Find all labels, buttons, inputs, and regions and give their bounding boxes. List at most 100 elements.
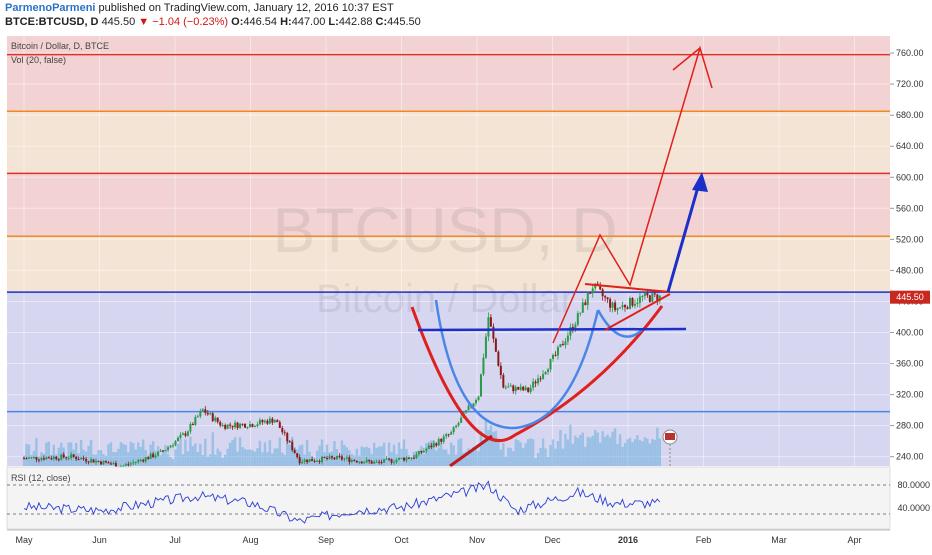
volume-bar — [521, 448, 525, 466]
volume-bar — [320, 439, 324, 466]
candle-body — [529, 387, 532, 392]
candle-body — [626, 307, 629, 309]
x-tick-label: Dec — [544, 535, 561, 545]
x-tick-label: Jul — [169, 535, 181, 545]
volume-bar — [529, 438, 532, 466]
symbol-label[interactable]: BTCE:BTCUSD, D — [5, 16, 99, 28]
candle-body — [442, 436, 445, 442]
volume-bar — [310, 456, 314, 466]
candle-body — [566, 335, 569, 342]
y-tick-label: 720.00 — [896, 79, 924, 89]
candle-body — [631, 298, 634, 306]
candle-body — [599, 286, 602, 290]
candle-body — [619, 307, 622, 309]
x-tick-label: Nov — [469, 535, 486, 545]
neckline[interactable] — [417, 327, 687, 332]
candle-body — [502, 375, 505, 388]
candle-body — [169, 445, 172, 448]
candle-body — [440, 438, 443, 442]
candle-body — [395, 459, 398, 463]
volume-bar — [236, 451, 239, 466]
candle-body — [559, 344, 562, 348]
volume-bar — [263, 442, 267, 466]
candle-body — [194, 417, 197, 425]
rsi-legend: RSI (12, close) — [11, 473, 71, 483]
projection-arrow-head[interactable] — [672, 47, 701, 71]
candle-body — [407, 457, 410, 459]
time-axis[interactable]: May Jun Jul Aug Sep Oct Nov Dec 2016 Feb Mar Apr — [15, 535, 861, 545]
zone-band — [7, 111, 890, 174]
candle-body — [30, 457, 33, 459]
chart-area[interactable]: BTCUSD, D Bitcoin / Dollar 240.00 280.00 3… — [0, 30, 932, 550]
price-axis[interactable]: 240.00280.00320.00360.00400.00440.00480.… — [890, 48, 924, 462]
chart-header: ParmenoParmeni published on TradingView.… — [0, 0, 932, 30]
volume-bar — [142, 439, 145, 466]
candle-body — [90, 459, 93, 463]
candle-body — [427, 445, 430, 449]
candle-body — [373, 461, 376, 464]
volume-bar — [517, 440, 520, 466]
volume-bar — [596, 432, 599, 466]
candle-body — [154, 455, 157, 458]
volume-bar — [422, 454, 426, 466]
candle-body — [70, 454, 73, 459]
volume-bar — [519, 442, 522, 466]
volume-bar — [420, 445, 423, 466]
candle-body — [214, 417, 217, 421]
volume-bar — [427, 441, 431, 466]
blue-arrow-shaft[interactable] — [666, 179, 702, 293]
volume-bar — [360, 446, 363, 466]
volume-bar — [613, 428, 617, 466]
high-value: 447.00 — [291, 16, 326, 28]
volume-bar — [161, 450, 165, 466]
volume-bar — [497, 438, 500, 466]
volume-bar — [579, 434, 582, 466]
candle-body — [321, 456, 324, 462]
volume-bar — [211, 432, 214, 466]
red-support-lower[interactable] — [449, 434, 493, 468]
projection-zigzag[interactable] — [552, 45, 713, 344]
price-chart[interactable]: BTCUSD, D Bitcoin / Dollar 240.00 280.00 3… — [0, 30, 932, 550]
candle-body — [638, 296, 641, 303]
candle-body — [365, 459, 368, 463]
event-flag[interactable] — [662, 429, 678, 466]
volume-bar — [318, 445, 321, 466]
x-tick-label: Feb — [696, 535, 712, 545]
y-tick-label: 680.00 — [896, 110, 924, 120]
volume-bar — [452, 445, 455, 466]
watermark-name: Bitcoin / Dollar — [316, 277, 574, 321]
triangle-bottom[interactable] — [604, 293, 671, 331]
volume-bar — [363, 447, 366, 466]
volume-bar — [223, 454, 227, 466]
volume-bar — [258, 440, 262, 466]
volume-bar — [646, 438, 649, 466]
volume-bar — [189, 436, 192, 466]
candle-body — [276, 420, 279, 423]
volume-bar — [531, 439, 535, 466]
horizontal-levels[interactable] — [7, 53, 890, 413]
volume-bar — [325, 444, 329, 466]
volume-bar — [544, 448, 547, 466]
candle-body — [591, 288, 594, 294]
drawings[interactable] — [410, 45, 713, 468]
volume-bar — [380, 446, 383, 466]
candle-body — [127, 464, 130, 466]
candle-body — [72, 454, 75, 457]
volume-bar — [447, 454, 450, 466]
author-link[interactable]: ParmenoParmeni — [5, 2, 96, 14]
cup-curve-red[interactable] — [410, 305, 664, 442]
volume-bar — [477, 451, 480, 466]
candle-body — [348, 457, 351, 462]
volume-bar — [636, 435, 639, 466]
candle-body — [37, 459, 40, 461]
handle-curve-blue[interactable] — [596, 309, 643, 338]
candle-body — [191, 424, 194, 426]
candle-body — [579, 312, 582, 314]
cup-curve-blue[interactable] — [434, 299, 600, 430]
volume-bar — [467, 448, 470, 466]
blue-arrow-head[interactable] — [692, 172, 708, 192]
triangle-top[interactable] — [584, 283, 671, 293]
volume-bar — [569, 424, 572, 466]
volume-bar — [621, 446, 624, 466]
candle-body — [380, 462, 383, 464]
